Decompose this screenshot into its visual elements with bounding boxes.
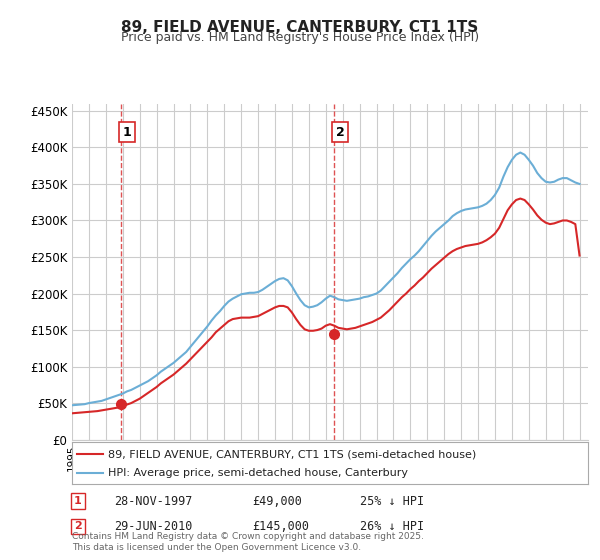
- Text: £145,000: £145,000: [252, 520, 309, 533]
- Text: 89, FIELD AVENUE, CANTERBURY, CT1 1TS (semi-detached house): 89, FIELD AVENUE, CANTERBURY, CT1 1TS (s…: [108, 449, 476, 459]
- Text: HPI: Average price, semi-detached house, Canterbury: HPI: Average price, semi-detached house,…: [108, 468, 408, 478]
- Text: £49,000: £49,000: [252, 494, 302, 508]
- Text: 29-JUN-2010: 29-JUN-2010: [114, 520, 193, 533]
- Text: Contains HM Land Registry data © Crown copyright and database right 2025.
This d: Contains HM Land Registry data © Crown c…: [72, 532, 424, 552]
- Text: 1: 1: [123, 125, 131, 138]
- Text: 25% ↓ HPI: 25% ↓ HPI: [360, 494, 424, 508]
- Text: 89, FIELD AVENUE, CANTERBURY, CT1 1TS: 89, FIELD AVENUE, CANTERBURY, CT1 1TS: [121, 20, 479, 35]
- Text: 2: 2: [336, 125, 344, 138]
- Text: 28-NOV-1997: 28-NOV-1997: [114, 494, 193, 508]
- Text: 26% ↓ HPI: 26% ↓ HPI: [360, 520, 424, 533]
- Text: 2: 2: [74, 521, 82, 531]
- Text: 1: 1: [74, 496, 82, 506]
- Text: Price paid vs. HM Land Registry's House Price Index (HPI): Price paid vs. HM Land Registry's House …: [121, 31, 479, 44]
